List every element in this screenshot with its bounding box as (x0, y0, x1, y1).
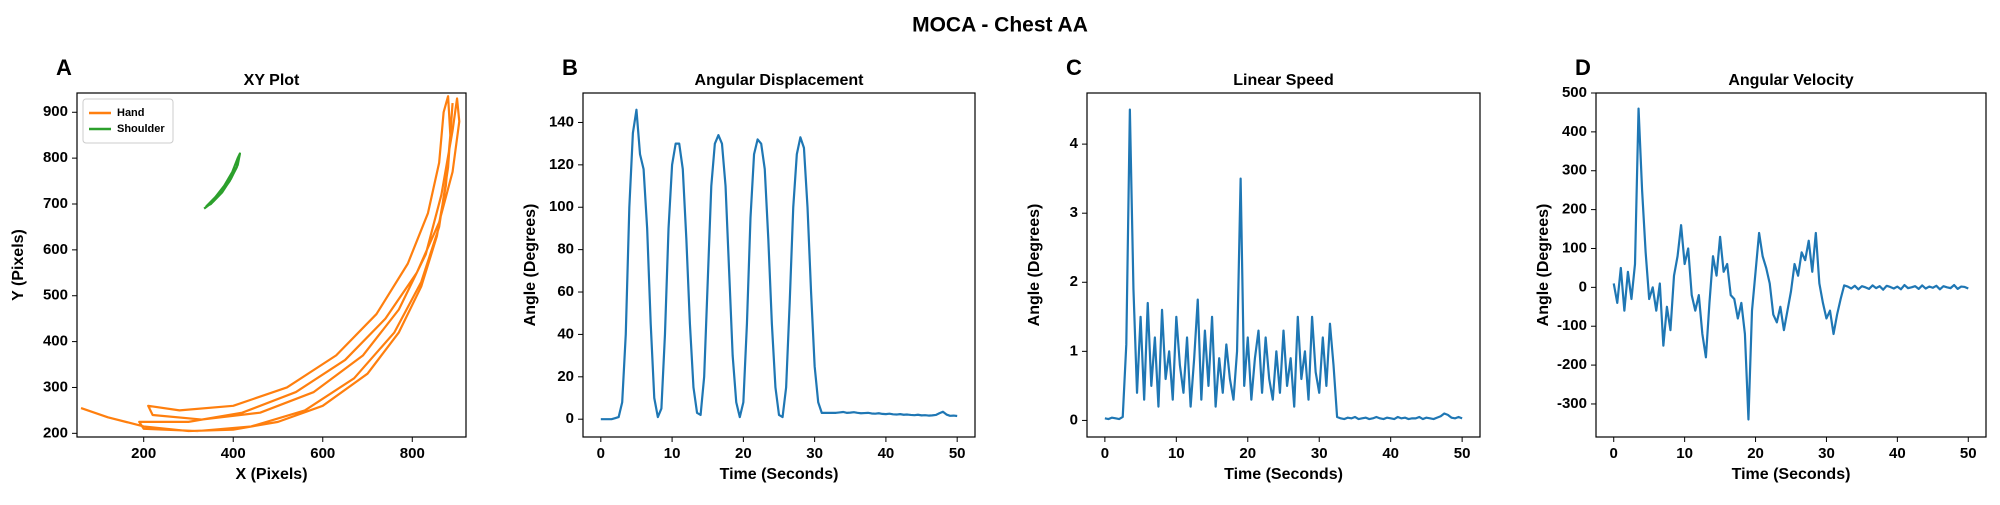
y-tick-label: 500 (1562, 84, 1587, 101)
panel-label: B (562, 55, 578, 80)
y-tick-label: 1 (1070, 342, 1078, 359)
y-tick-label: 500 (43, 287, 68, 304)
legend-label: Shoulder (117, 123, 165, 135)
x-tick-label: 600 (310, 445, 335, 462)
y-tick-label: 0 (1579, 278, 1587, 295)
x-tick-label: 20 (1239, 445, 1256, 462)
x-tick-label: 40 (878, 445, 895, 462)
x-tick-label: 30 (1818, 445, 1835, 462)
y-tick-label: 100 (1562, 239, 1587, 256)
legend-label: Hand (117, 107, 145, 119)
x-tick-label: 30 (806, 445, 823, 462)
y-axis-label: Angle (Degrees) (1535, 204, 1552, 327)
x-tick-label: 800 (400, 445, 425, 462)
plot-area (1104, 108, 1463, 421)
x-tick-label: 400 (221, 445, 246, 462)
y-tick-label: 0 (1070, 411, 1078, 428)
y-tick-label: 700 (43, 195, 68, 212)
plot-area (600, 108, 958, 421)
legend-box (82, 98, 174, 144)
x-tick-label: 10 (1168, 445, 1185, 462)
y-tick-label: 400 (43, 333, 68, 350)
subplot-title: XY Plot (244, 72, 300, 89)
x-tick-label: 0 (1610, 445, 1618, 462)
x-tick-label: 10 (664, 445, 681, 462)
x-tick-label: 50 (1960, 445, 1977, 462)
x-tick-label: 200 (131, 445, 156, 462)
y-tick-label: 200 (1562, 201, 1587, 218)
y-tick-label: 4 (1070, 135, 1079, 152)
axes-frame (582, 92, 976, 438)
y-tick-label: 140 (549, 113, 574, 130)
y-tick-label: 0 (566, 410, 574, 427)
y-tick-label: 40 (557, 325, 574, 342)
x-tick-label: 30 (1311, 445, 1328, 462)
y-axis-label: Y (Pixels) (10, 229, 27, 301)
y-tick-label: 200 (43, 424, 68, 441)
subplot-title: Angular Velocity (1728, 72, 1853, 89)
y-tick-label: 3 (1070, 204, 1078, 221)
y-tick-label: 600 (43, 241, 68, 258)
y-tick-label: 300 (43, 378, 68, 395)
subplot-title: Angular Displacement (695, 72, 865, 89)
plot-area (1612, 107, 1969, 421)
series-line (80, 95, 461, 433)
panel-label: D (1575, 55, 1591, 80)
y-axis-label: Angle (Degrees) (522, 204, 539, 327)
y-tick-label: 60 (557, 283, 574, 300)
y-tick-label: 900 (43, 103, 68, 120)
y-tick-label: 120 (549, 156, 574, 173)
x-tick-label: 40 (1382, 445, 1399, 462)
series-line (1104, 108, 1463, 421)
plot-area (80, 95, 461, 433)
x-axis-label: Time (Seconds) (1224, 466, 1343, 483)
axes-frame (1086, 92, 1481, 438)
panel-label: C (1066, 55, 1082, 80)
x-tick-label: 20 (735, 445, 752, 462)
x-tick-label: 0 (597, 445, 605, 462)
x-axis-label: Time (Seconds) (720, 466, 839, 483)
y-axis-label: Angle (Degrees) (1026, 204, 1043, 327)
series-line (1612, 107, 1969, 421)
x-tick-label: 50 (1454, 445, 1471, 462)
y-tick-label: 100 (549, 198, 574, 215)
panel-label: A (56, 55, 72, 80)
subplot-title: Linear Speed (1233, 72, 1333, 89)
x-axis-label: Time (Seconds) (1732, 466, 1851, 483)
y-tick-label: -200 (1557, 356, 1587, 373)
x-axis-label: X (Pixels) (235, 466, 307, 483)
y-tick-label: -300 (1557, 395, 1587, 412)
x-tick-label: 10 (1676, 445, 1693, 462)
y-tick-label: -100 (1557, 317, 1587, 334)
axes-frame (1595, 92, 1987, 438)
series-line (203, 152, 242, 210)
x-tick-label: 0 (1101, 445, 1109, 462)
y-tick-label: 400 (1562, 123, 1587, 140)
y-tick-label: 20 (557, 368, 574, 385)
y-tick-label: 80 (557, 241, 574, 258)
series-line (600, 108, 958, 421)
figure-title: MOCA - Chest AA (912, 14, 1088, 37)
axes-frame (76, 92, 467, 438)
y-tick-label: 800 (43, 149, 68, 166)
x-tick-label: 40 (1889, 445, 1906, 462)
x-tick-label: 50 (949, 445, 966, 462)
x-tick-label: 20 (1747, 445, 1764, 462)
y-tick-label: 2 (1070, 273, 1078, 290)
y-tick-label: 300 (1562, 162, 1587, 179)
